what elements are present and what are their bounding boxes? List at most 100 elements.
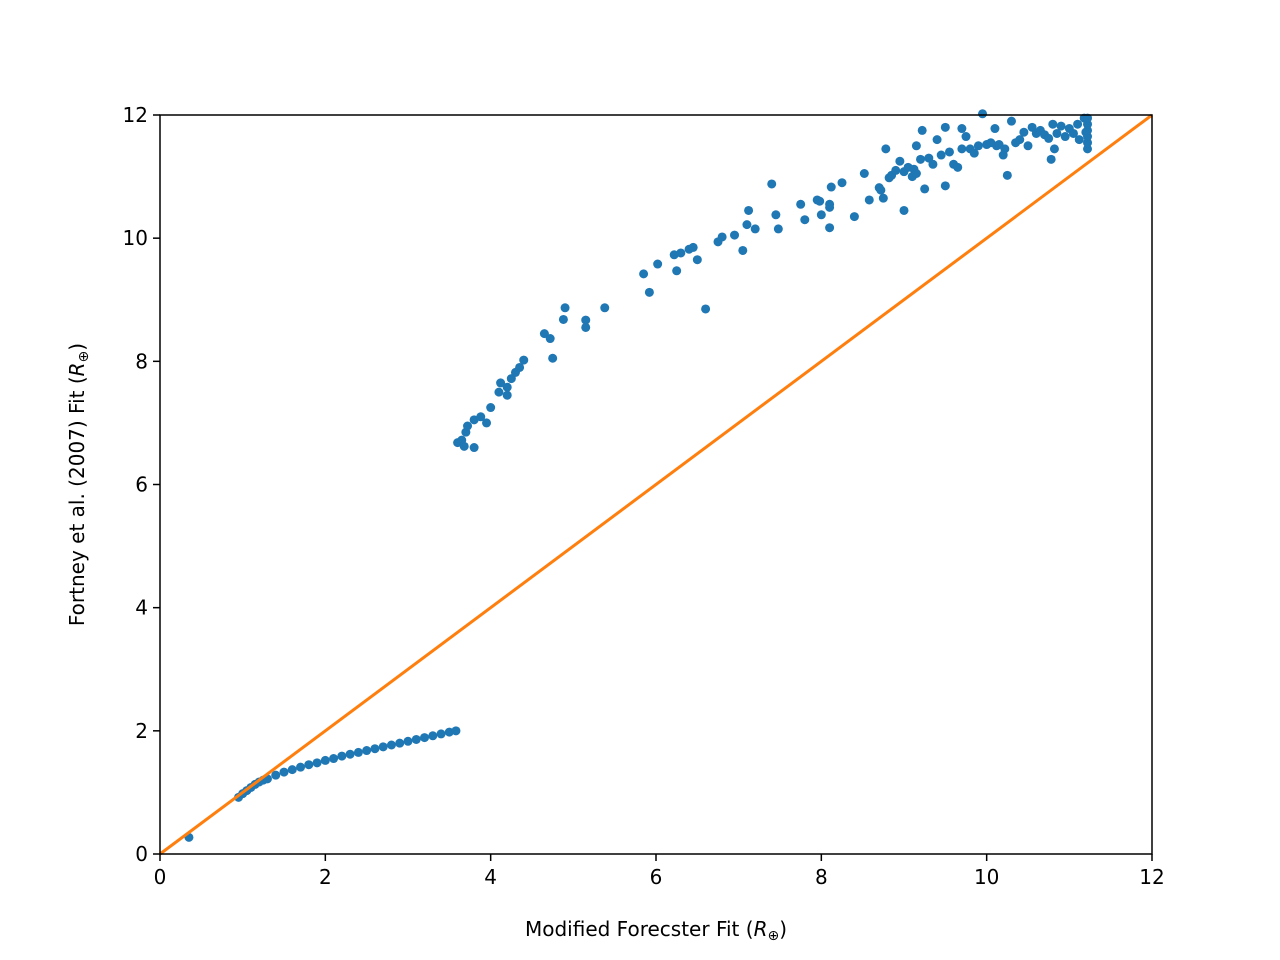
data-point bbox=[940, 181, 950, 191]
y-tick-label: 12 bbox=[123, 103, 148, 127]
data-point bbox=[386, 740, 396, 750]
data-point bbox=[692, 255, 702, 265]
data-point bbox=[502, 390, 512, 400]
data-point bbox=[1052, 128, 1062, 138]
data-point bbox=[436, 729, 446, 739]
data-point bbox=[1073, 119, 1083, 129]
data-point bbox=[560, 303, 570, 313]
data-point bbox=[826, 182, 836, 192]
data-point bbox=[337, 751, 347, 761]
data-point bbox=[672, 266, 682, 276]
data-point bbox=[279, 767, 289, 777]
data-point bbox=[911, 169, 921, 178]
data-point bbox=[961, 132, 971, 142]
data-point bbox=[928, 159, 938, 169]
data-point bbox=[1048, 119, 1058, 129]
data-point bbox=[750, 224, 760, 234]
data-point bbox=[287, 765, 297, 775]
data-point bbox=[296, 762, 306, 772]
data-point bbox=[515, 362, 525, 372]
x-tick-label: 2 bbox=[319, 865, 332, 889]
data-point bbox=[469, 443, 479, 453]
data-point bbox=[932, 135, 942, 145]
data-point bbox=[428, 731, 438, 741]
data-point bbox=[370, 744, 380, 754]
y-tick-label: 6 bbox=[135, 473, 148, 497]
data-point bbox=[312, 758, 322, 768]
data-point bbox=[717, 232, 727, 242]
data-point bbox=[796, 199, 806, 209]
data-point bbox=[1074, 135, 1084, 145]
data-point bbox=[957, 144, 967, 154]
x-tick-label: 6 bbox=[650, 865, 663, 889]
data-point bbox=[881, 144, 891, 154]
data-point bbox=[1083, 119, 1093, 129]
y-tick-label: 4 bbox=[135, 596, 148, 620]
data-point bbox=[940, 122, 950, 132]
data-point bbox=[486, 403, 496, 413]
data-point bbox=[1023, 141, 1033, 151]
x-tick-label: 0 bbox=[154, 865, 167, 889]
data-point bbox=[742, 220, 752, 230]
data-point bbox=[420, 733, 430, 743]
x-tick-label: 12 bbox=[1139, 865, 1164, 889]
data-point bbox=[271, 770, 281, 780]
data-point bbox=[849, 212, 859, 222]
data-point bbox=[353, 747, 363, 757]
data-point bbox=[545, 334, 555, 344]
data-point bbox=[1006, 116, 1016, 126]
data-point bbox=[990, 124, 1000, 134]
data-point bbox=[1002, 170, 1012, 180]
data-point bbox=[969, 148, 979, 158]
data-point bbox=[653, 259, 663, 269]
reference-line bbox=[159, 113, 1153, 856]
data-point bbox=[920, 184, 930, 194]
data-point bbox=[581, 322, 591, 332]
data-point bbox=[701, 304, 711, 314]
y-tick-label: 10 bbox=[123, 226, 148, 250]
data-point bbox=[581, 315, 591, 325]
data-point bbox=[936, 150, 946, 160]
data-point bbox=[345, 749, 355, 759]
data-point bbox=[600, 303, 610, 313]
data-point bbox=[496, 378, 506, 388]
data-point bbox=[463, 421, 473, 431]
data-point bbox=[362, 746, 372, 756]
data-point bbox=[916, 154, 926, 164]
data-point bbox=[957, 124, 967, 134]
data-point bbox=[320, 755, 330, 765]
data-point bbox=[859, 169, 869, 178]
data-point bbox=[917, 125, 927, 135]
data-point bbox=[1015, 135, 1025, 145]
data-point bbox=[304, 760, 314, 770]
data-point bbox=[482, 418, 492, 428]
data-point bbox=[1000, 144, 1010, 154]
x-tick-label: 8 bbox=[815, 865, 828, 889]
data-point bbox=[502, 382, 512, 392]
data-point bbox=[378, 742, 388, 752]
data-point bbox=[816, 210, 826, 220]
data-point bbox=[815, 196, 825, 206]
data-point bbox=[825, 223, 835, 233]
data-point bbox=[1019, 127, 1029, 137]
data-point bbox=[451, 726, 461, 736]
data-point bbox=[1044, 133, 1054, 143]
data-point bbox=[1060, 132, 1070, 142]
x-axis-label: Modified Forecster Fit (R⊕) bbox=[525, 917, 787, 944]
x-tick-label: 10 bbox=[974, 865, 999, 889]
x-axis-ticks: 0 2 4 6 8 10 12 bbox=[154, 854, 1165, 889]
data-point bbox=[825, 199, 835, 209]
data-point bbox=[558, 314, 568, 324]
data-point bbox=[800, 215, 810, 225]
data-point bbox=[864, 195, 874, 205]
data-point bbox=[837, 178, 847, 188]
data-point bbox=[411, 734, 421, 744]
data-point bbox=[1083, 144, 1093, 154]
data-point bbox=[767, 179, 777, 189]
data-point bbox=[1083, 125, 1093, 135]
data-point bbox=[953, 162, 963, 172]
data-point bbox=[1068, 128, 1078, 138]
data-point bbox=[1056, 121, 1066, 131]
